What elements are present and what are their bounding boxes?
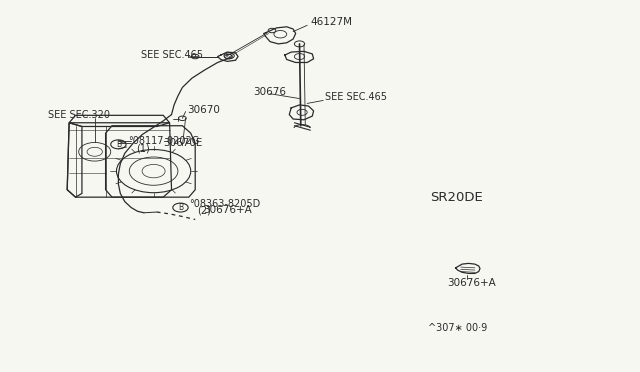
Text: B: B bbox=[178, 203, 183, 212]
Text: ^307​∗ 00·9: ^307​∗ 00·9 bbox=[428, 323, 487, 333]
Text: 30670: 30670 bbox=[187, 105, 220, 115]
Text: (2): (2) bbox=[197, 206, 211, 215]
Text: 46127M: 46127M bbox=[310, 17, 353, 27]
Text: SEE SEC.465: SEE SEC.465 bbox=[141, 50, 203, 60]
Text: SR20DE: SR20DE bbox=[430, 191, 483, 203]
Text: 30676+A: 30676+A bbox=[447, 279, 495, 288]
Text: °08363-8205D: °08363-8205D bbox=[189, 199, 260, 209]
Text: (1): (1) bbox=[136, 143, 149, 153]
Text: °08117-0202G: °08117-0202G bbox=[128, 137, 199, 146]
Text: 30676+A: 30676+A bbox=[204, 205, 252, 215]
Text: B: B bbox=[116, 140, 121, 149]
Text: SEE SEC.320: SEE SEC.320 bbox=[48, 110, 110, 120]
Text: SEE SEC.465: SEE SEC.465 bbox=[325, 93, 387, 102]
Text: 30670E: 30670E bbox=[163, 138, 203, 148]
Text: 30676: 30676 bbox=[253, 87, 286, 97]
